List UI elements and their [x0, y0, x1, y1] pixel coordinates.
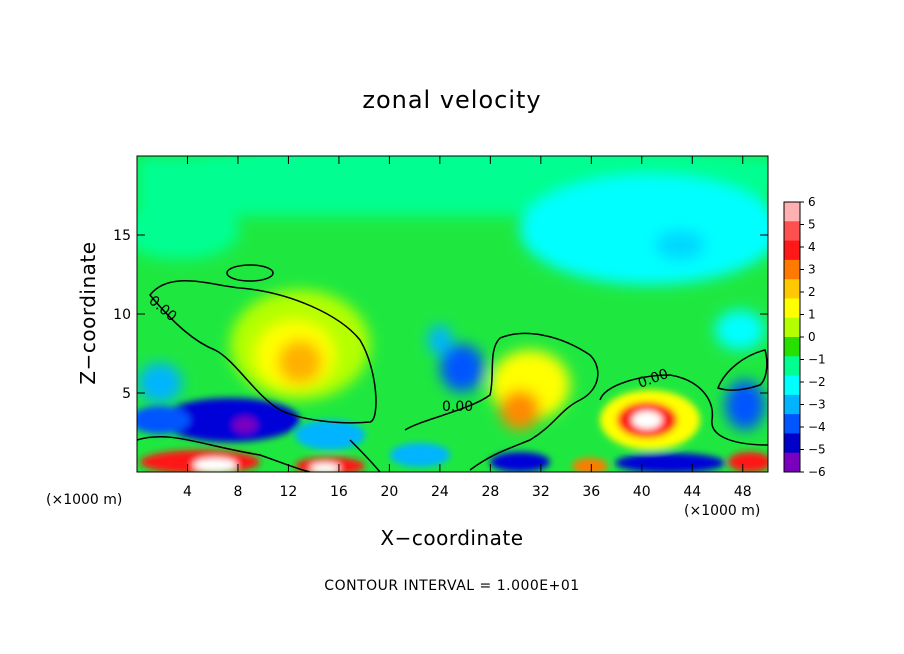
- x-axis-label: X−coordinate: [380, 526, 524, 550]
- orange-region: [278, 340, 322, 384]
- right-blue-cell: [725, 380, 765, 430]
- field-upper-layers: [137, 156, 768, 430]
- x-axis-ticks: 4 8 12 16 20 24 28 32 36 40 44 48: [183, 156, 752, 500]
- colorbar-swatch: [784, 259, 800, 280]
- colorbar-tick-label: −1: [808, 353, 826, 367]
- blue-band-center: [390, 443, 450, 467]
- contour-bottom-left: [137, 435, 311, 472]
- colorbar-tick-label: 0: [808, 330, 816, 344]
- colorbar-tick-label: 2: [808, 285, 816, 299]
- colorbar-swatch: [784, 317, 800, 338]
- colorbar-swatch: [784, 356, 800, 377]
- right-cyan-cell: [715, 310, 765, 350]
- colorbar-swatch: [784, 337, 800, 357]
- colorbar-tick-label: −5: [808, 443, 826, 457]
- colorbar-swatch: [784, 202, 800, 222]
- blue-band-mid: [295, 420, 365, 450]
- bottom-blue-right: [615, 453, 725, 472]
- x-tick-label: 40: [633, 484, 651, 500]
- contour-interval-note: CONTOUR INTERVAL = 1.000E+01: [324, 578, 580, 594]
- colorbar-swatch: [784, 298, 800, 319]
- x-tick-label: 28: [481, 484, 499, 500]
- y-tick-label: 5: [122, 386, 131, 402]
- x-tick-label: 16: [330, 484, 348, 500]
- blue-band-left: [137, 406, 190, 434]
- zero-contours: [137, 264, 768, 472]
- contour-right: [599, 374, 768, 446]
- colorbar-tick-label: 5: [808, 218, 816, 232]
- colorbar-tick-label: −4: [808, 420, 826, 434]
- right-white-core: [632, 411, 662, 429]
- chart-title: zonal velocity: [362, 86, 542, 114]
- x-tick-label: 12: [280, 484, 298, 500]
- colorbar-tick-label: 3: [808, 263, 816, 277]
- contour-left-lobe: [149, 280, 377, 424]
- colorbar-swatch: [784, 240, 800, 261]
- x-tick-label: 24: [431, 484, 449, 500]
- x-tick-label: 36: [582, 484, 600, 500]
- colorbar-tick-label: −2: [808, 375, 826, 389]
- left-cyan-cell: [138, 363, 182, 403]
- velocity-field: 0.00 0.00 0.00: [137, 156, 768, 472]
- contour-small-loop: [226, 264, 274, 282]
- x-tick-label: 44: [683, 484, 701, 500]
- contour-label-center: 0.00: [442, 399, 473, 415]
- colorbar-swatch: [784, 279, 800, 299]
- bottom-blue-mid: [490, 452, 550, 472]
- colorbar-swatch: [784, 414, 800, 434]
- x-tick-label: 8: [233, 484, 242, 500]
- x-tick-label: 20: [380, 484, 398, 500]
- colorbar-swatch: [784, 433, 800, 454]
- colorbar: 6 5 4 3 2 1 0 −1 −2 −3 −4 −5 −6: [783, 195, 826, 479]
- bottom-white-mid: [310, 463, 340, 472]
- x-tick-label: 4: [183, 484, 192, 500]
- contour-center: [404, 332, 599, 471]
- cyan-region: [520, 175, 768, 285]
- colorbar-tick-label: 6: [808, 195, 816, 209]
- y-tick-label: 15: [113, 228, 131, 244]
- purple-core: [233, 417, 257, 433]
- colorbar-swatch: [784, 375, 800, 396]
- blue-cell-edge: [428, 325, 452, 355]
- x-tick-label: 32: [532, 484, 550, 500]
- x-tick-label: 48: [734, 484, 752, 500]
- colorbar-swatch: [784, 221, 800, 242]
- colorbar-swatch: [784, 394, 800, 415]
- colorbar-tick-label: −3: [808, 398, 826, 412]
- x-unit-label-left: (×1000 m): [46, 492, 123, 508]
- contour-bottom-mid: [349, 439, 381, 472]
- bottom-red-right: [728, 452, 768, 472]
- colorbar-tick-label: −6: [808, 465, 826, 479]
- deep-blue-band: [160, 398, 300, 442]
- colorbar-tick-label: 4: [808, 240, 816, 254]
- bottom-white-left: [193, 458, 237, 472]
- colorbar-tick-label: 1: [808, 308, 816, 322]
- field-lower-layers: [137, 390, 768, 472]
- bottom-orange-right: [572, 458, 608, 472]
- colorbar-swatch: [784, 452, 800, 473]
- x-unit-label-right: (×1000 m): [684, 503, 761, 519]
- cyan-core: [655, 230, 705, 260]
- mid-orange-region: [500, 390, 540, 430]
- contour-right-edge: [717, 349, 768, 391]
- y-axis-ticks: 5 10 15: [113, 228, 768, 402]
- blue-cell-center: [440, 344, 484, 392]
- y-tick-label: 10: [113, 307, 131, 323]
- left-haze: [137, 200, 240, 260]
